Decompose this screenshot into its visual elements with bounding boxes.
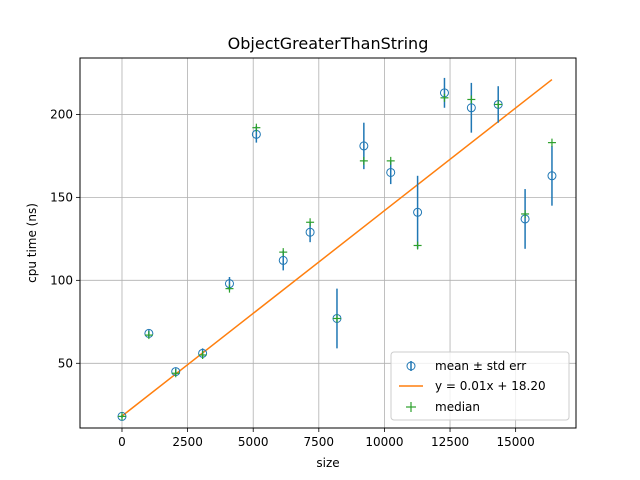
mean-point bbox=[466, 103, 476, 113]
median-point bbox=[359, 156, 368, 165]
y-tick-label: 150 bbox=[50, 190, 73, 204]
x-tick-label: 5000 bbox=[238, 435, 269, 449]
median-point bbox=[198, 350, 207, 359]
median-point bbox=[171, 369, 180, 378]
fit-line-layer bbox=[121, 78, 553, 417]
median-point bbox=[252, 123, 261, 132]
mean-point bbox=[278, 255, 288, 265]
median-point bbox=[494, 100, 503, 109]
fit-line bbox=[121, 78, 553, 417]
median-point bbox=[521, 209, 530, 218]
plot-frame bbox=[79, 57, 577, 429]
median-point bbox=[144, 331, 153, 340]
legend-box bbox=[390, 351, 570, 421]
mean-point bbox=[547, 171, 557, 181]
median-point bbox=[413, 241, 422, 250]
median-point bbox=[332, 314, 341, 323]
grid bbox=[80, 58, 576, 428]
x-tick-label: 0 bbox=[118, 435, 126, 449]
legend: mean ± std err y = 0.01x + 18.20 median bbox=[390, 351, 570, 421]
median-point bbox=[225, 284, 234, 293]
mean-point bbox=[359, 141, 369, 151]
mean-point bbox=[386, 167, 396, 177]
median-point bbox=[467, 95, 476, 104]
median-point bbox=[306, 218, 315, 227]
mean-point bbox=[413, 207, 423, 217]
chart-title: ObjectGreaterThanString bbox=[228, 34, 429, 53]
legend-marker-median bbox=[406, 402, 416, 412]
median-point bbox=[547, 138, 556, 147]
x-tick-label: 10000 bbox=[365, 435, 403, 449]
x-axis-label: size bbox=[316, 456, 339, 470]
y-axis-label: cpu time (ns) bbox=[25, 203, 39, 283]
median-layer bbox=[117, 93, 556, 421]
legend-label-fit: y = 0.01x + 18.20 bbox=[435, 379, 546, 393]
median-point bbox=[386, 156, 395, 165]
legend-label-mean: mean ± std err bbox=[435, 359, 526, 373]
median-point bbox=[279, 248, 288, 257]
y-tick-label: 50 bbox=[58, 356, 73, 370]
x-tick-label: 12500 bbox=[431, 435, 469, 449]
x-tick-label: 2500 bbox=[172, 435, 203, 449]
ticks: 0 2500 5000 7500 10000 12500 15000 50 100 150 200 bbox=[50, 107, 535, 449]
y-tick-label: 100 bbox=[50, 273, 73, 287]
median-point bbox=[440, 93, 449, 102]
x-tick-label: 7500 bbox=[304, 435, 335, 449]
median-point bbox=[117, 412, 126, 421]
mean-point bbox=[305, 227, 315, 237]
x-tick-label: 15000 bbox=[497, 435, 535, 449]
legend-label-median: median bbox=[435, 400, 480, 414]
y-tick-label: 200 bbox=[50, 107, 73, 121]
legend-marker-mean bbox=[406, 361, 416, 371]
